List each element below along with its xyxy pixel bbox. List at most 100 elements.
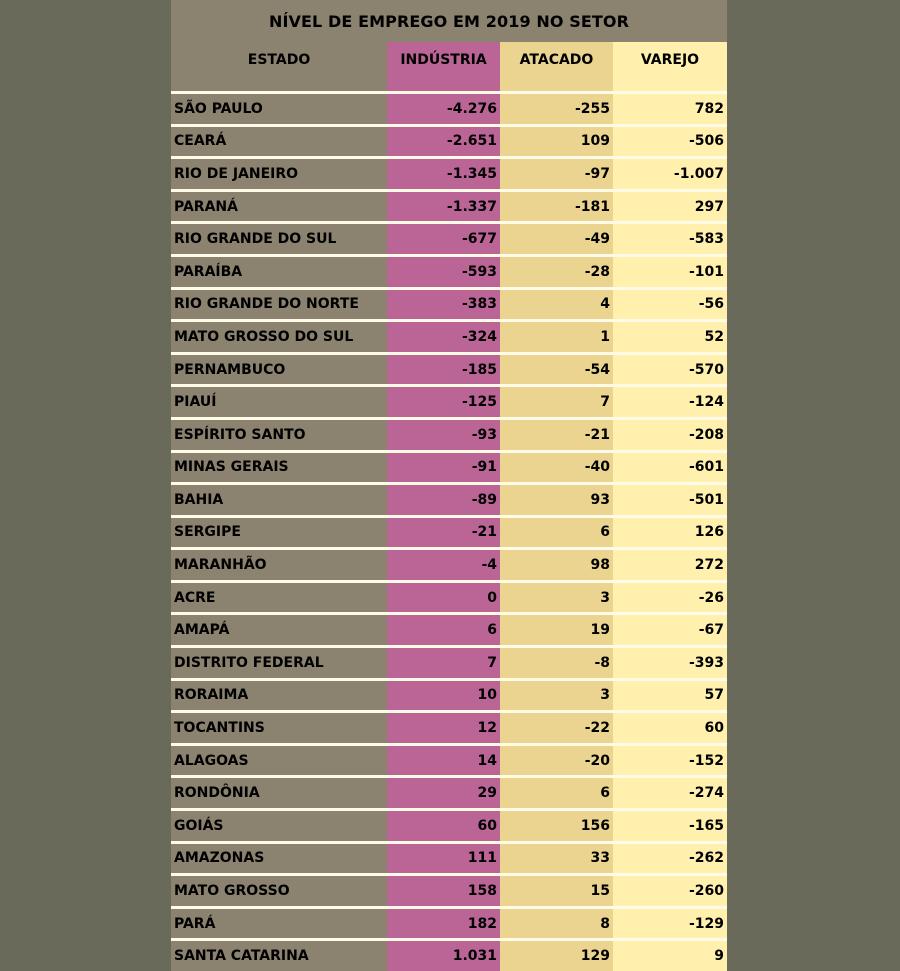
varejo-cell: -262 <box>613 843 727 874</box>
estado-cell: PARAÍBA <box>171 256 387 287</box>
industria-cell: -1.345 <box>387 159 500 189</box>
row-divider <box>171 416 727 420</box>
row-divider <box>171 645 727 649</box>
table-row: AMAZONAS 111 33 -262 <box>171 843 727 874</box>
table-row: PARAÍBA -593 -28 -101 <box>171 256 727 287</box>
row-divider <box>171 449 727 453</box>
table-row: ACRE 0 3 -26 <box>171 582 727 613</box>
varejo-cell: -101 <box>613 256 727 287</box>
table-row: PERNAMBUCO -185 -54 -570 <box>171 354 727 385</box>
atacado-cell: 4 <box>500 289 613 320</box>
varejo-cell: 52 <box>613 322 727 352</box>
estado-cell: PARÁ <box>171 908 387 939</box>
atacado-cell: -20 <box>500 745 613 776</box>
row-divider <box>171 873 727 877</box>
atacado-cell: -255 <box>500 94 613 124</box>
varejo-cell: -56 <box>613 289 727 320</box>
column-header-atacado: ATACADO <box>500 42 613 91</box>
column-header-industria: INDÚSTRIA <box>387 42 500 91</box>
estado-cell: PERNAMBUCO <box>171 354 387 385</box>
row-divider <box>171 319 727 323</box>
table-row: RIO GRANDE DO SUL -677 -49 -583 <box>171 224 727 254</box>
estado-cell: SERGIPE <box>171 517 387 548</box>
atacado-cell: -22 <box>500 713 613 743</box>
estado-cell: MATO GROSSO <box>171 876 387 906</box>
column-header-estado: ESTADO <box>171 42 387 91</box>
table-row: MATO GROSSO DO SUL -324 1 52 <box>171 322 727 352</box>
atacado-cell: 6 <box>500 778 613 809</box>
varejo-cell: -506 <box>613 126 727 157</box>
industria-cell: 29 <box>387 778 500 809</box>
atacado-cell: 33 <box>500 843 613 874</box>
varejo-cell: -129 <box>613 908 727 939</box>
industria-cell: 14 <box>387 745 500 776</box>
industria-cell: -89 <box>387 485 500 515</box>
atacado-cell: 1 <box>500 322 613 352</box>
table-row: MINAS GERAIS -91 -40 -601 <box>171 452 727 483</box>
table-row: AMAPÁ 6 19 -67 <box>171 615 727 646</box>
varejo-cell: -165 <box>613 811 727 841</box>
atacado-cell: 8 <box>500 908 613 939</box>
varejo-cell: -274 <box>613 778 727 809</box>
varejo-cell: -393 <box>613 648 727 678</box>
estado-cell: GOIÁS <box>171 811 387 841</box>
table-row: SÃO PAULO -4.276 -255 782 <box>171 94 727 124</box>
row-divider <box>171 840 727 844</box>
estado-cell: ALAGOAS <box>171 745 387 776</box>
industria-cell: 60 <box>387 811 500 841</box>
estado-cell: RONDÔNIA <box>171 778 387 809</box>
row-divider <box>171 482 727 486</box>
row-divider <box>171 742 727 746</box>
table-title-bar: NÍVEL DE EMPREGO EM 2019 NO SETOR <box>171 0 727 42</box>
estado-cell: CEARÁ <box>171 126 387 157</box>
industria-cell: -93 <box>387 419 500 450</box>
industria-cell: -21 <box>387 517 500 548</box>
industria-cell: -324 <box>387 322 500 352</box>
industria-cell: -4.276 <box>387 94 500 124</box>
estado-cell: TOCANTINS <box>171 713 387 743</box>
table-row: MARANHÃO -4 98 272 <box>171 550 727 580</box>
row-divider <box>171 221 727 225</box>
table-row: RONDÔNIA 29 6 -274 <box>171 778 727 809</box>
table-row: BAHIA -89 93 -501 <box>171 485 727 515</box>
atacado-cell: 6 <box>500 517 613 548</box>
varejo-cell: -501 <box>613 485 727 515</box>
atacado-cell: 15 <box>500 876 613 906</box>
atacado-cell: 3 <box>500 582 613 613</box>
industria-cell: 12 <box>387 713 500 743</box>
industria-cell: -91 <box>387 452 500 483</box>
atacado-cell: -49 <box>500 224 613 254</box>
estado-cell: AMAZONAS <box>171 843 387 874</box>
industria-cell: -677 <box>387 224 500 254</box>
varejo-cell: -26 <box>613 582 727 613</box>
atacado-cell: -181 <box>500 191 613 222</box>
atacado-cell: 129 <box>500 941 613 971</box>
table-row: CEARÁ -2.651 109 -506 <box>171 126 727 157</box>
table-row: RIO GRANDE DO NORTE -383 4 -56 <box>171 289 727 320</box>
estado-cell: MATO GROSSO DO SUL <box>171 322 387 352</box>
row-divider <box>171 710 727 714</box>
varejo-cell: -1.007 <box>613 159 727 189</box>
estado-cell: SÃO PAULO <box>171 94 387 124</box>
varejo-cell: -124 <box>613 387 727 417</box>
table-row: RIO DE JANEIRO -1.345 -97 -1.007 <box>171 159 727 189</box>
atacado-cell: 7 <box>500 387 613 417</box>
estado-cell: MARANHÃO <box>171 550 387 580</box>
table-row: ALAGOAS 14 -20 -152 <box>171 745 727 776</box>
row-divider <box>171 612 727 616</box>
table-row: RORAIMA 10 3 57 <box>171 680 727 711</box>
row-divider <box>171 579 727 583</box>
table-row: SERGIPE -21 6 126 <box>171 517 727 548</box>
atacado-cell: -8 <box>500 648 613 678</box>
table-row: DISTRITO FEDERAL 7 -8 -393 <box>171 648 727 678</box>
industria-cell: -4 <box>387 550 500 580</box>
row-divider <box>171 156 727 160</box>
varejo-cell: -583 <box>613 224 727 254</box>
varejo-cell: -152 <box>613 745 727 776</box>
table-title: NÍVEL DE EMPREGO EM 2019 NO SETOR <box>268 11 629 31</box>
industria-cell: -125 <box>387 387 500 417</box>
industria-cell: -1.337 <box>387 191 500 222</box>
estado-cell: PARANÁ <box>171 191 387 222</box>
estado-cell: ACRE <box>171 582 387 613</box>
table-row: MATO GROSSO 158 15 -260 <box>171 876 727 906</box>
